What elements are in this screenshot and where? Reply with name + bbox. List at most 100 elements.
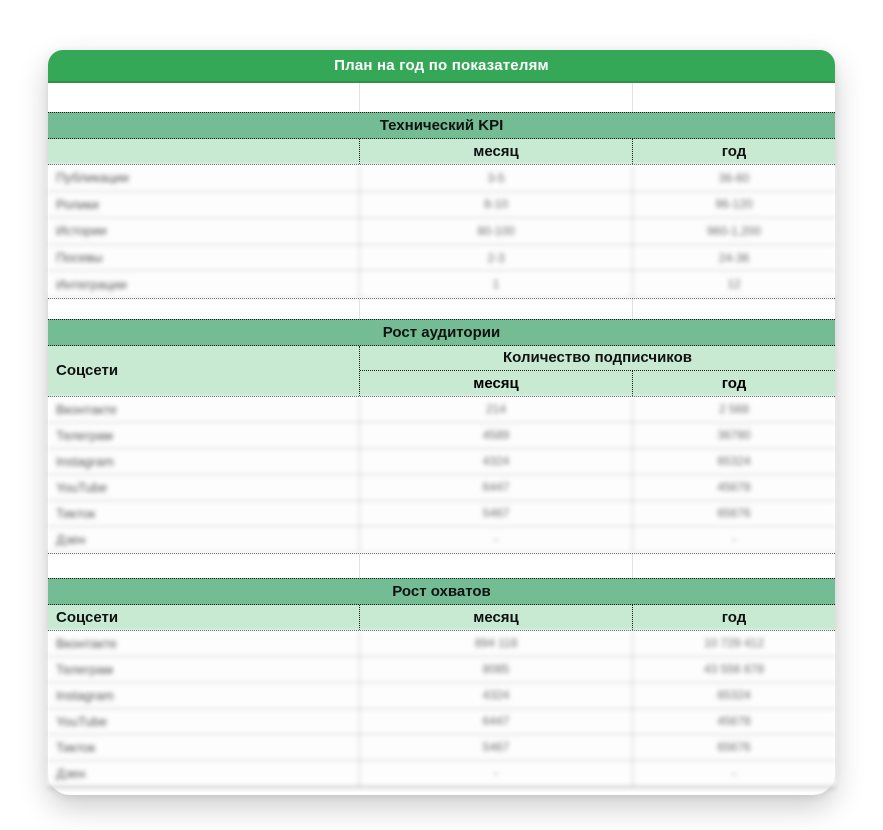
section-bottom-border bbox=[48, 297, 835, 299]
spacer-row bbox=[48, 298, 835, 319]
month-value-cell: 6447 bbox=[360, 708, 633, 734]
month-value-cell: 5467 bbox=[360, 734, 633, 760]
table-row: Публикации 3-5 36-60 bbox=[48, 165, 835, 192]
reach-data-rows: Вконтакте 894 118 10 729 412 Телеграм 80… bbox=[48, 630, 835, 788]
table-row: Телеграм 8085 43 556 678 bbox=[48, 656, 835, 683]
month-value-cell: 894 118 bbox=[360, 630, 633, 656]
table-row: Вконтакте 214 2 568 bbox=[48, 396, 835, 423]
row-label-cell: Публикации bbox=[48, 165, 360, 191]
page-title: План на год по показателям bbox=[48, 50, 835, 83]
month-value-cell: 8-10 bbox=[360, 191, 633, 218]
annual-plan-card: План на год по показателям Технический K… bbox=[48, 50, 835, 795]
row-label-cell: Instagram bbox=[48, 448, 360, 474]
month-column-header: месяц bbox=[360, 370, 633, 396]
year-value-cell: - bbox=[732, 532, 736, 547]
row-label-cell: YouTube bbox=[48, 474, 360, 500]
kpi-data-rows: Публикации 3-5 36-60 Ролики 8-10 96-120 … bbox=[48, 165, 835, 298]
year-value-cell: 45678 bbox=[717, 480, 751, 495]
spacer-row bbox=[48, 83, 835, 112]
row-label-cell: Вконтакте bbox=[48, 630, 360, 656]
row-label-cell: Истории bbox=[48, 218, 360, 244]
row-label-cell: Вконтакте bbox=[48, 396, 360, 422]
section-title: Рост аудитории bbox=[48, 318, 835, 346]
row-label-cell: Дзен bbox=[48, 760, 360, 786]
year-value-cell: 43 556 678 bbox=[703, 662, 765, 677]
year-value-cell: 65676 bbox=[717, 740, 751, 755]
year-value-cell: 36780 bbox=[717, 428, 751, 443]
column-header-row: месяц год bbox=[48, 139, 835, 165]
table-row: Истории 80-100 960-1,200 bbox=[48, 218, 835, 245]
year-value-cell: - bbox=[732, 766, 736, 781]
subscribers-header-group: Количество подписчиков месяц год bbox=[360, 346, 835, 396]
month-value-cell: 8085 bbox=[360, 656, 633, 682]
row-label-cell: Instagram bbox=[48, 682, 360, 708]
empty-header-cell bbox=[48, 139, 360, 164]
table-row: Вконтакте 894 118 10 729 412 bbox=[48, 630, 835, 657]
table-row: Дзен - - bbox=[48, 526, 835, 553]
year-column-header: год bbox=[721, 374, 747, 392]
section-reach-growth: Рост охватов Соцсети месяц год Вконтакте… bbox=[48, 577, 835, 795]
year-value-cell: 12 bbox=[727, 277, 741, 292]
month-value-cell: - bbox=[360, 526, 633, 552]
row-label-cell: Телеграм bbox=[48, 422, 360, 448]
row-label-cell: Тикток bbox=[48, 734, 360, 760]
spacer-cell bbox=[633, 83, 835, 112]
row-label-cell: Интеграции bbox=[48, 271, 360, 297]
spacer-cell bbox=[633, 554, 835, 578]
section-audience-growth: Рост аудитории Соцсети Количество подпис… bbox=[48, 318, 835, 554]
month-value-cell: 80-100 bbox=[360, 218, 633, 244]
month-value-cell: 5467 bbox=[360, 500, 633, 526]
year-value-cell: 96-120 bbox=[715, 197, 753, 212]
row-label-cell: Ролики bbox=[48, 191, 360, 218]
year-value-cell: 45678 bbox=[717, 714, 751, 729]
row-label-cell: Телеграм bbox=[48, 656, 360, 682]
year-column-header: год bbox=[721, 608, 747, 626]
audience-data-rows: Вконтакте 214 2 568 Телеграм 4589 36780 … bbox=[48, 396, 835, 553]
month-value-cell: 2-3 bbox=[360, 244, 633, 271]
socials-column-header: Соцсети bbox=[48, 345, 360, 396]
year-value-cell: 65324 bbox=[717, 688, 751, 703]
table-row: YouTube 6447 45678 bbox=[48, 708, 835, 735]
column-header-row: Соцсети месяц год bbox=[48, 604, 835, 631]
table-row: Instagram 4324 65324 bbox=[48, 448, 835, 475]
year-value-cell: 36-60 bbox=[718, 170, 750, 185]
spacer-cell bbox=[633, 299, 835, 319]
section-technical-kpi: Технический KPI месяц год Публикации 3-5… bbox=[48, 112, 835, 299]
row-label-cell: Дзен bbox=[48, 526, 360, 552]
year-value-cell: 960-1,200 bbox=[706, 223, 762, 238]
spacer-cell bbox=[48, 298, 360, 319]
month-column-header: месяц bbox=[360, 604, 633, 630]
spacer-cell bbox=[48, 553, 360, 578]
section-title: Рост охватов bbox=[48, 577, 835, 605]
spacer-cell bbox=[48, 83, 360, 112]
spacer-cell bbox=[360, 83, 633, 112]
table-row: Instagram 4324 65324 bbox=[48, 682, 835, 709]
spacer-row bbox=[48, 553, 835, 578]
year-value-cell: 2 568 bbox=[718, 402, 750, 417]
month-value-cell: 214 bbox=[360, 396, 633, 422]
subscribers-group-header: Количество подписчиков bbox=[360, 346, 835, 371]
year-column-header: год bbox=[721, 143, 747, 160]
socials-column-header: Соцсети bbox=[48, 604, 360, 630]
row-label-cell: Тикток bbox=[48, 500, 360, 526]
table-row: Интеграции 1 12 bbox=[48, 271, 835, 298]
table-row: Тикток 5467 65676 bbox=[48, 500, 835, 527]
month-value-cell: 3-5 bbox=[360, 165, 633, 191]
month-value-cell: 1 bbox=[360, 271, 633, 297]
table-row: Тикток 5467 65676 bbox=[48, 734, 835, 761]
row-label-cell: Посевы bbox=[48, 244, 360, 271]
table-row: Посевы 2-3 24-36 bbox=[48, 244, 835, 272]
section-title: Технический KPI bbox=[48, 112, 835, 139]
month-column-header: месяц bbox=[360, 139, 633, 164]
section-bottom-border bbox=[48, 552, 835, 554]
spacer-cell bbox=[360, 553, 633, 578]
spacer-cell bbox=[360, 298, 633, 319]
month-value-cell: - bbox=[360, 760, 633, 786]
column-header-block: Соцсети Количество подписчиков месяц год bbox=[48, 345, 835, 397]
month-value-cell: 4324 bbox=[360, 448, 633, 474]
table-row: YouTube 6447 45678 bbox=[48, 474, 835, 501]
year-value-cell: 65676 bbox=[717, 506, 751, 521]
year-value-cell: 10 729 412 bbox=[703, 636, 765, 651]
year-value-cell: 65324 bbox=[717, 454, 751, 469]
month-value-cell: 4324 bbox=[360, 682, 633, 708]
